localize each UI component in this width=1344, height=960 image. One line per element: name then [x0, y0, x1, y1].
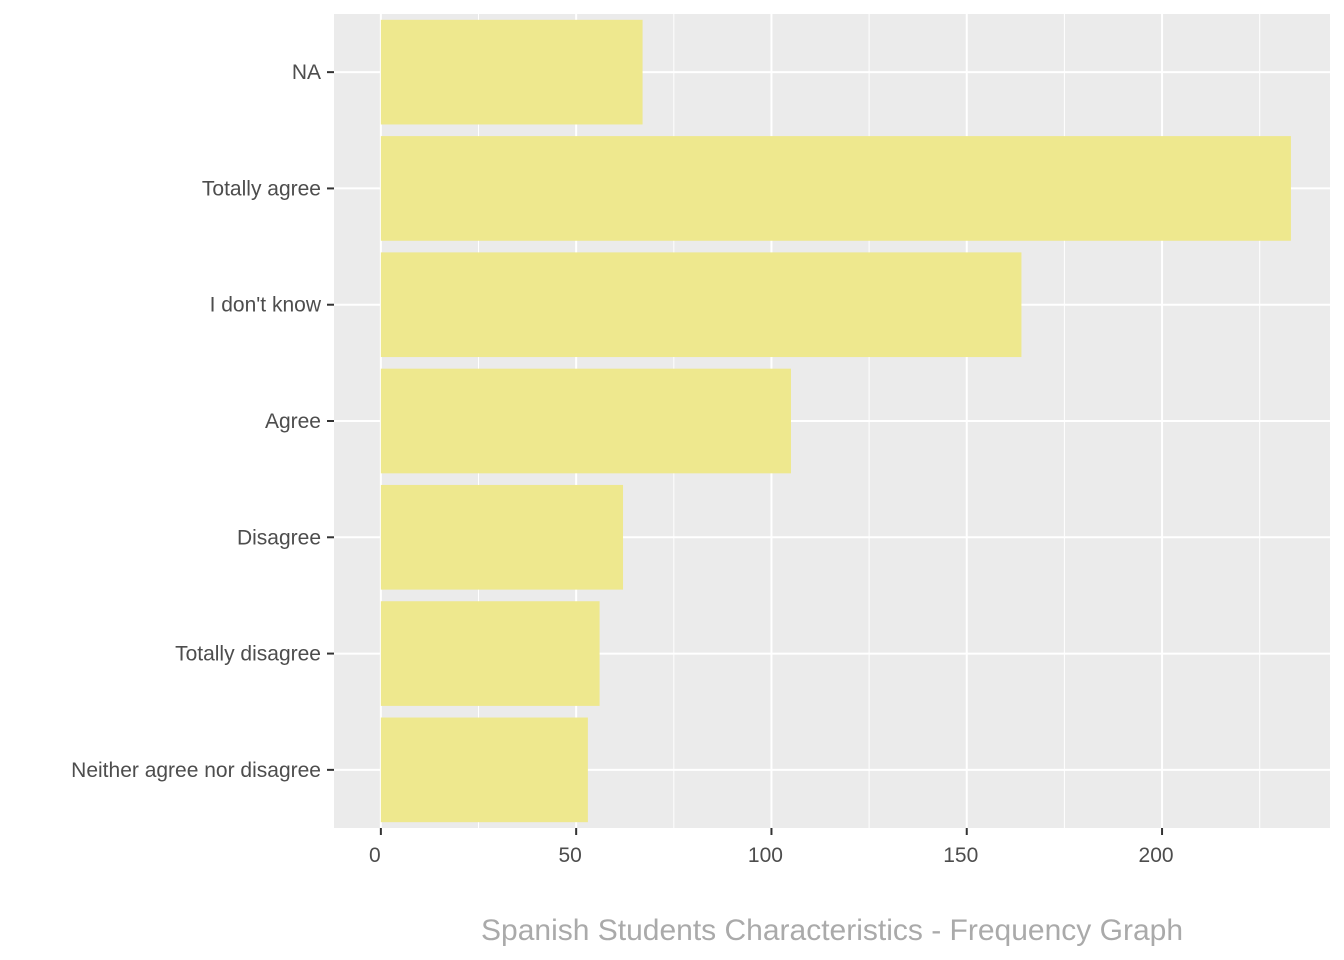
bar	[380, 19, 643, 125]
x-tick-label: 200	[1139, 844, 1174, 867]
chart-caption: Spanish Students Characteristics - Frequ…	[481, 914, 1183, 947]
bar	[380, 717, 588, 823]
bar	[380, 252, 1022, 358]
y-tick-label: Totally agree	[202, 177, 321, 200]
bar	[380, 136, 1291, 241]
bars	[380, 19, 1291, 823]
y-tick-label: NA	[292, 61, 321, 84]
y-tick-label: I don't know	[210, 294, 322, 317]
y-tick-label: Disagree	[237, 526, 321, 549]
y-tick-label: Neither agree nor disagree	[71, 759, 321, 782]
x-tick-label: 150	[943, 844, 978, 867]
x-tick-label: 100	[748, 844, 783, 867]
y-tick-label: Agree	[265, 410, 321, 433]
x-tick-label: 0	[369, 844, 381, 867]
y-tick-label: Totally disagree	[175, 643, 321, 666]
y-axis: NA Totally agree I don't know Agree Disagree…	[71, 61, 334, 782]
x-axis: 0 50 100 150 200	[369, 828, 1174, 867]
bar	[380, 368, 791, 474]
bar	[380, 484, 624, 590]
x-tick-label: 50	[558, 844, 581, 867]
bar	[380, 601, 600, 706]
